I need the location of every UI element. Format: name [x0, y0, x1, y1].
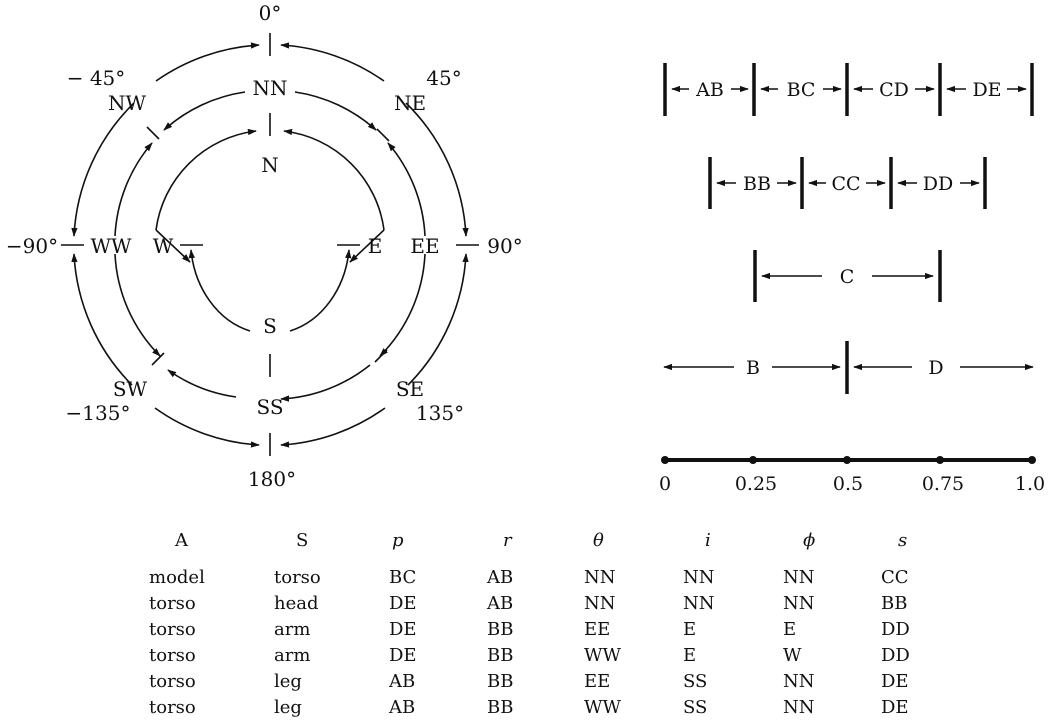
scale-label-1: 1.0	[1015, 473, 1045, 495]
label-ww: WW	[90, 234, 132, 258]
angle-135: 135°	[416, 401, 464, 425]
scale-label-075: 0.75	[922, 473, 964, 495]
scale-dot	[1028, 456, 1036, 464]
interval-dd: DD	[923, 173, 953, 195]
interval-diagram	[661, 63, 1036, 464]
angle-neg45: − 45°	[67, 66, 126, 90]
outer-arc	[71, 253, 133, 386]
inner-arc	[289, 249, 352, 332]
scale-label-0: 0	[659, 473, 671, 495]
tick	[376, 128, 390, 142]
outer-arc	[280, 42, 385, 82]
scale-label-05: 0.5	[833, 473, 863, 495]
interval-ab: AB	[695, 79, 724, 101]
scale-dot	[661, 456, 669, 464]
middle-arc	[387, 142, 426, 237]
angle-180: 180°	[248, 467, 296, 491]
compass-labels: 0° − 45° 45° NW NE NN N −90° WW W E EE 9…	[6, 1, 523, 491]
middle-arc	[167, 369, 237, 398]
outer-arc	[71, 102, 135, 237]
interval-cc: CC	[831, 173, 860, 195]
middle-arc	[114, 142, 153, 237]
outer-arc	[405, 102, 469, 237]
interval-bb: BB	[743, 173, 771, 195]
label-sw: SW	[113, 377, 148, 401]
angle-neg135: −135°	[66, 401, 131, 425]
label-n: N	[261, 153, 279, 177]
interval-d: D	[928, 357, 943, 379]
interval-labels: AB BC CD DE BB CC DD C B D 0 0.25 0.5 0.…	[659, 79, 1045, 495]
label-e: E	[368, 234, 383, 258]
inner-arc	[155, 229, 191, 263]
inner-arc	[283, 128, 385, 231]
label-nn: NN	[253, 76, 288, 100]
outer-arc	[407, 253, 469, 386]
label-ne: NE	[394, 91, 426, 115]
scale-dot	[749, 456, 757, 464]
inner-arc	[188, 249, 251, 332]
angle-0: 0°	[259, 1, 282, 25]
middle-arc	[379, 253, 426, 357]
tick	[151, 352, 165, 366]
label-se: SE	[396, 377, 424, 401]
middle-arc	[114, 253, 161, 357]
tick	[146, 126, 160, 140]
middle-arc	[294, 91, 377, 131]
inner-arc	[349, 229, 385, 263]
label-ss: SS	[256, 395, 283, 419]
inner-arc	[155, 128, 257, 231]
angle-90: 90°	[487, 234, 522, 258]
compass-diagram	[61, 33, 479, 456]
outer-arc	[155, 42, 260, 82]
label-w: W	[153, 234, 174, 258]
middle-arc	[280, 364, 371, 402]
interval-cd: CD	[879, 79, 909, 101]
interval-b: B	[746, 357, 760, 379]
angle-neg90: −90°	[6, 234, 58, 258]
label-nw: NW	[108, 91, 147, 115]
scale-label-025: 0.25	[735, 473, 777, 495]
scale-dot	[843, 456, 851, 464]
scale-dot	[936, 456, 944, 464]
outer-arc	[154, 407, 260, 448]
tick	[374, 349, 388, 363]
label-ee: EE	[410, 234, 439, 258]
interval-c: C	[840, 266, 855, 288]
label-s: S	[263, 314, 277, 338]
angle-45: 45°	[426, 66, 461, 90]
interval-de: DE	[972, 79, 1001, 101]
outer-arc	[280, 407, 386, 448]
middle-arc	[163, 91, 246, 131]
interval-bc: BC	[787, 79, 816, 101]
